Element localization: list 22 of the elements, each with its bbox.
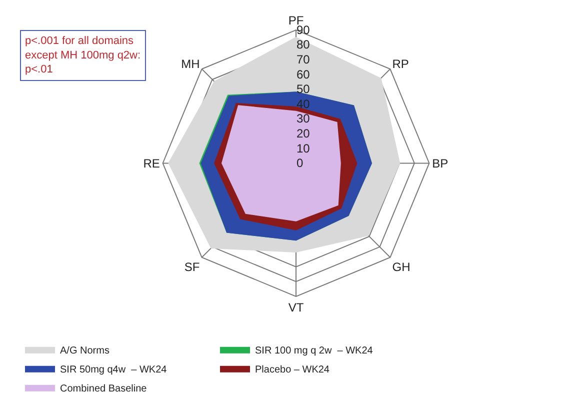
legend-label: Placebo – WK24 <box>255 364 330 376</box>
y-tick-label: 30 <box>296 112 310 126</box>
spoke-label: GH <box>392 260 410 274</box>
y-tick-label: 20 <box>296 126 310 140</box>
spoke-label: BP <box>432 156 448 170</box>
spoke-label: MH <box>181 57 200 72</box>
spoke-label: RE <box>143 156 160 170</box>
text: p<.001 for all domains except MH 100mg q2w: p<.01 <box>25 35 141 76</box>
legend-label: A/G Norms <box>60 345 110 356</box>
y-tick-label: 10 <box>296 141 310 156</box>
legend-label: SIR 50mg q4w – WK24 <box>60 364 168 376</box>
y-tick-label: 60 <box>296 67 310 82</box>
y-tick-label: 40 <box>296 96 310 111</box>
y-tick-label: 50 <box>296 82 310 96</box>
legend-label: SIR 100 mg q 2w – WK24 <box>255 345 374 356</box>
y-tick-label: 0 <box>296 156 304 170</box>
y-tick-label: 80 <box>296 38 310 52</box>
y-tick-label: 70 <box>296 52 310 66</box>
legend-label: Combined Baseline <box>60 383 148 394</box>
spoke-label: RP <box>392 57 409 72</box>
spoke-label: SF <box>184 260 200 274</box>
spoke-label: VT <box>288 300 304 314</box>
